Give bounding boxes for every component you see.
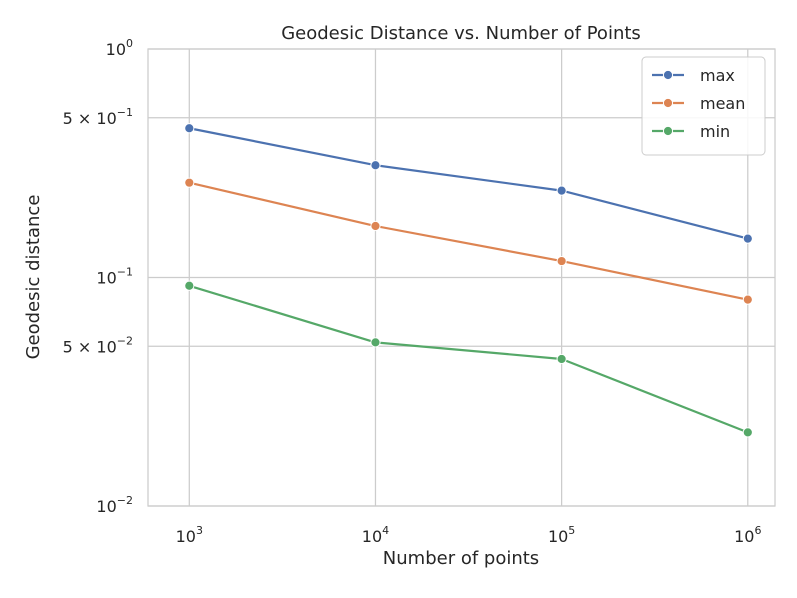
data-point-min [184,280,195,291]
x-tick-label: 105 [548,524,575,546]
data-point-mean [556,255,567,267]
y-tick-exponent: −1 [117,106,133,119]
y-tick-label: 5 × 10−1 [63,106,133,128]
y-tick-exponent: −1 [117,266,133,279]
data-point-max [184,123,195,134]
x-tick-exponent: 6 [754,524,761,537]
legend-label: mean [700,94,745,113]
legend-item-min: min [652,122,730,141]
y-tick-label: 10−2 [96,494,133,516]
y-axis-label: Geodesic distance [23,195,44,360]
y-tick-label: 100 [106,37,133,59]
y-tick-base: 10 [96,337,116,356]
data-point-max [370,160,381,171]
data-point-min [556,353,567,365]
x-tick-exponent: 4 [382,524,389,537]
data-point-max [556,185,567,196]
y-tick-base: 10 [96,497,116,516]
series-max [184,123,753,244]
plot-frame [147,48,776,507]
y-tick-label: 10−1 [96,266,133,288]
series-mean [184,177,753,305]
x-axis-label: Number of points [383,548,539,569]
data-point-mean [370,220,381,232]
series-min [184,280,753,438]
x-tick-base: 10 [362,527,382,546]
legend-swatch-marker [662,69,674,81]
data-point-max [742,233,753,244]
legend-swatch-marker [662,125,674,137]
y-tick-prefix: 5 × [63,337,97,356]
x-tick-label: 103 [176,524,203,546]
series-line-max [188,127,749,240]
chart-title: Geodesic Distance vs. Number of Points [281,23,641,44]
x-tick-exponent: 5 [568,524,575,537]
x-tick-base: 10 [176,527,196,546]
y-tick-label: 5 × 10−2 [63,334,133,356]
data-point-min [370,337,381,348]
y-tick-exponent: −2 [117,494,133,507]
y-tick-base: 10 [106,40,126,59]
legend-swatch-marker [662,97,674,109]
series-lines [184,123,753,438]
legend-label: min [700,122,730,141]
legend-item-max: max [652,66,735,85]
legend: max mean min [641,56,766,156]
legend-label: max [700,66,735,85]
y-tick-base: 10 [96,269,116,288]
data-point-mean [742,294,753,305]
y-tick-base: 10 [96,109,116,128]
legend-item-mean: mean [652,94,745,113]
y-tick-exponent: 0 [126,37,133,50]
x-tick-base: 10 [734,527,754,546]
series-line-mean [188,181,749,301]
series-line-min [188,284,749,434]
data-point-min [742,427,753,438]
x-tick-label: 104 [362,524,389,546]
y-tick-prefix: 5 × [63,109,97,128]
data-point-mean [184,177,195,188]
x-tick-labels: 103 104 105 106 [176,524,762,546]
x-tick-base: 10 [548,527,568,546]
x-tick-exponent: 3 [196,524,203,537]
y-tick-exponent: −2 [117,334,133,347]
x-tick-label: 106 [734,524,761,546]
